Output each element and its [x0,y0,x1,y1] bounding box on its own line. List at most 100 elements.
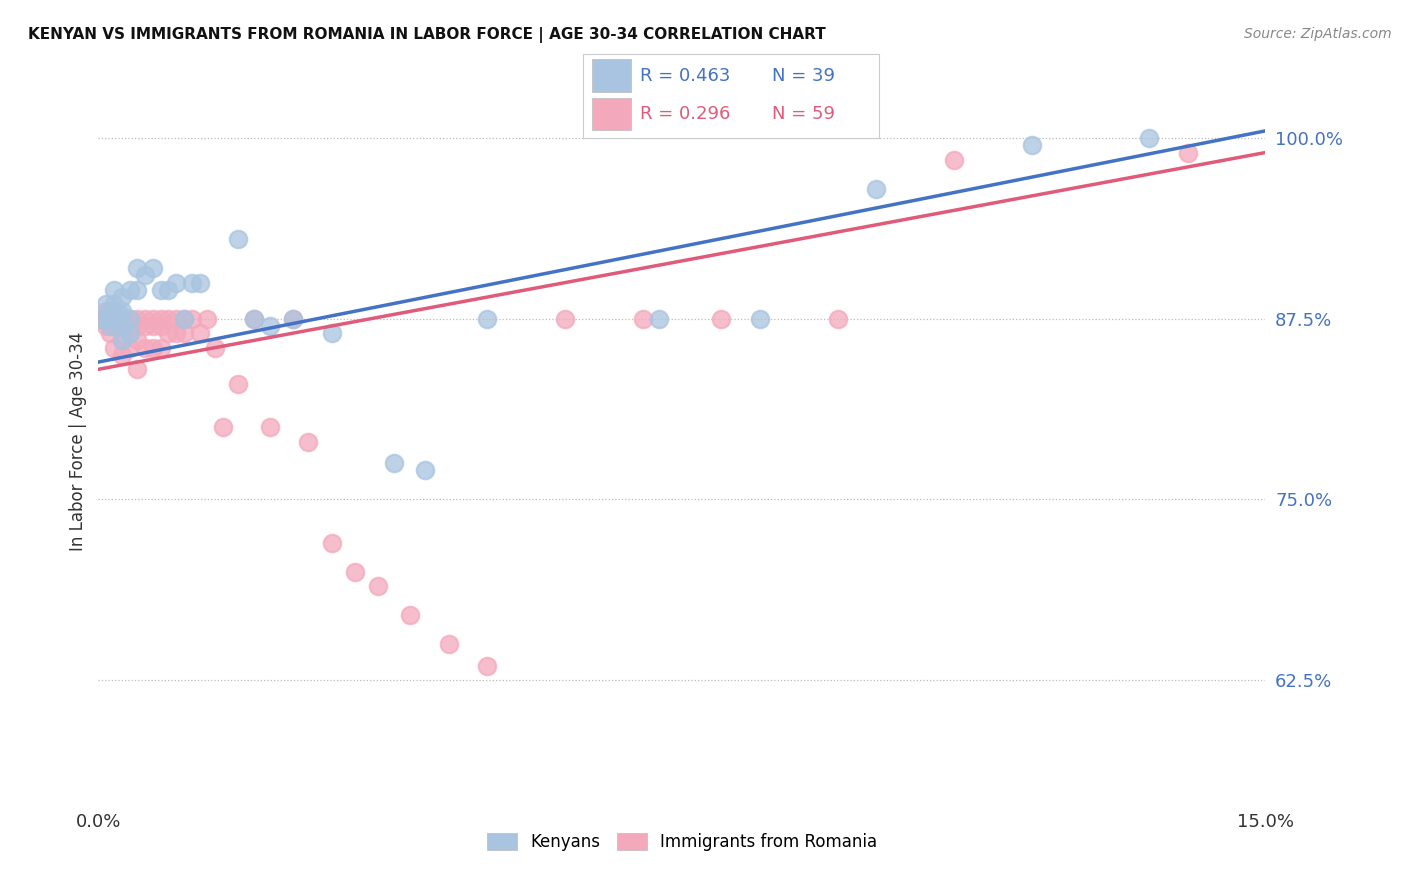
Point [243,311,266,326]
Text: N = 59: N = 59 [772,104,835,123]
Point [127,311,149,326]
Point [98,311,121,326]
Point [111,334,134,348]
Point [382,456,405,470]
Point [91,311,114,326]
Point [281,311,304,326]
Text: N = 39: N = 39 [772,67,835,85]
Point [118,326,141,341]
Point [647,311,669,326]
Point [127,283,149,297]
Point [98,318,121,333]
Point [111,318,134,333]
Text: KENYAN VS IMMIGRANTS FROM ROMANIA IN LABOR FORCE | AGE 30-34 CORRELATION CHART: KENYAN VS IMMIGRANTS FROM ROMANIA IN LAB… [28,27,825,43]
Point [165,311,187,326]
Point [118,341,141,355]
Point [142,318,165,333]
Point [149,283,172,297]
Point [1021,138,1043,153]
Point [554,311,576,326]
Point [149,311,172,326]
Point [165,326,187,341]
Point [157,283,180,297]
Point [173,326,195,341]
Point [111,334,134,348]
Legend: Kenyans, Immigrants from Romania: Kenyans, Immigrants from Romania [478,825,886,860]
Point [180,276,202,290]
Point [281,311,304,326]
Point [1137,131,1160,145]
Point [111,348,134,362]
Point [710,311,733,326]
Point [297,434,319,449]
Point [477,658,499,673]
Point [118,326,141,341]
Point [98,304,121,318]
Point [188,276,211,290]
Point [97,311,120,326]
Point [943,153,966,167]
Point [142,341,165,355]
Point [259,318,281,333]
Point [98,326,121,341]
Point [103,283,125,297]
Point [107,311,129,326]
Point [398,607,420,622]
Point [344,565,367,579]
Point [157,311,180,326]
Point [142,311,165,326]
Point [437,637,460,651]
Point [228,376,250,391]
Point [188,326,211,341]
Point [321,535,343,549]
Point [165,276,187,290]
Point [103,311,125,326]
Point [127,334,149,348]
Point [413,463,436,477]
Point [96,318,118,333]
Point [96,304,118,318]
Point [173,311,195,326]
Text: Source: ZipAtlas.com: Source: ZipAtlas.com [1244,27,1392,41]
Point [173,311,195,326]
Point [212,420,235,434]
Point [142,261,165,276]
Point [127,318,149,333]
FancyBboxPatch shape [592,97,631,130]
Point [631,311,654,326]
Point [96,311,118,326]
Point [149,318,172,333]
Point [107,304,129,318]
Point [243,311,266,326]
Text: R = 0.296: R = 0.296 [640,104,730,123]
Point [111,318,134,333]
Point [103,297,125,311]
Point [127,261,149,276]
Y-axis label: In Labor Force | Age 30-34: In Labor Force | Age 30-34 [69,332,87,551]
Point [748,311,770,326]
Point [321,326,343,341]
Point [259,420,281,434]
Point [228,232,250,246]
Point [91,311,114,326]
Point [827,311,849,326]
Point [111,304,134,318]
Point [103,304,125,318]
FancyBboxPatch shape [592,60,631,92]
Point [157,326,180,341]
Point [103,341,125,355]
Point [1177,145,1199,160]
Point [118,311,141,326]
Point [134,268,156,283]
Point [118,311,141,326]
Point [204,341,226,355]
Point [149,341,172,355]
Point [180,311,202,326]
Point [90,311,112,326]
Point [134,311,156,326]
Point [127,362,149,376]
Point [367,579,389,593]
Point [96,297,118,311]
Point [118,283,141,297]
Point [134,318,156,333]
